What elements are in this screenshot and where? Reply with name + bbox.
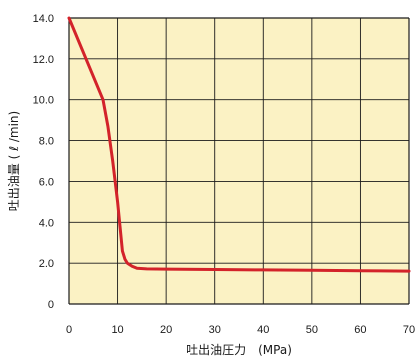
x-tick-label: 20: [160, 324, 172, 336]
y-tick-label: 12.0: [33, 54, 54, 66]
plot-background: [69, 18, 409, 304]
y-tick-label: 8.0: [39, 136, 54, 148]
y-tick-label: 10.0: [33, 95, 54, 107]
x-tick-label: 0: [66, 324, 72, 336]
x-tick-label: 10: [111, 324, 123, 336]
y-tick-labels: 0 2.0 4.0 6.0 8.0 10.0 12.0 14.0: [33, 13, 54, 311]
y-tick-label: 6.0: [39, 176, 54, 188]
series-layer: [67, 16, 411, 273]
y-tick-label: 4.0: [39, 217, 54, 229]
y-tick-label: 14.0: [33, 13, 54, 25]
grid: [68, 17, 410, 305]
x-tick-labels: 0 10 20 30 40 50 60 70: [66, 324, 415, 336]
y-axis-title: 吐出油量 ( ℓ /min): [7, 111, 21, 211]
series-line: [67, 16, 411, 273]
x-axis-title: 吐出油圧力 (MPa): [186, 343, 292, 357]
x-tick-label: 60: [354, 324, 366, 336]
y-tick-label: 0: [48, 299, 54, 311]
x-tick-label: 70: [403, 324, 415, 336]
x-tick-label: 50: [306, 324, 318, 336]
x-tick-label: 40: [257, 324, 269, 336]
y-tick-label: 2.0: [39, 258, 54, 270]
x-tick-label: 30: [209, 324, 221, 336]
